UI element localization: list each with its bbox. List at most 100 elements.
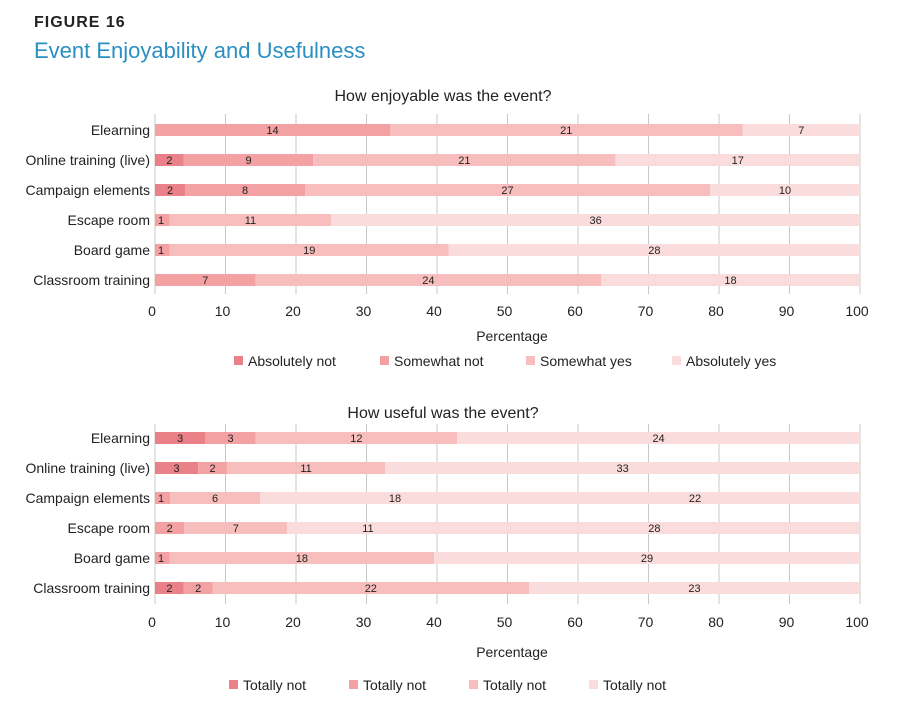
chart2-x-tick-label: 50: [497, 614, 513, 630]
chart1-data-label: 21: [458, 155, 470, 167]
chart2-bar-segment: [169, 552, 435, 564]
chart2-data-label: 2: [167, 523, 173, 535]
chart2-bar-segment: [529, 582, 860, 594]
chart2-bar-segment: [212, 582, 530, 594]
chart2-data-label: 3: [227, 433, 233, 445]
chart2-data-label: 28: [648, 523, 660, 535]
chart2-bar-segment: [205, 432, 256, 444]
chart2-bar-segment: [184, 522, 288, 534]
chart2-bar-segment: [198, 462, 227, 474]
chart1-x-tick-label: 60: [567, 303, 583, 319]
chart2-category-label: Classroom training: [33, 580, 150, 596]
chart1-data-label: 11: [245, 215, 256, 227]
chart2-x-tick-label: 100: [845, 614, 869, 630]
chart1-bar-segment: [155, 124, 390, 136]
chart1-x-tick-label: 100: [845, 303, 869, 319]
chart2-bar-segment: [255, 432, 458, 444]
chart2-legend-label: Totally not: [483, 677, 546, 693]
chart2-legend-label: Totally not: [363, 677, 426, 693]
chart1-x-tick-label: 90: [779, 303, 795, 319]
chart1-x-tick-label: 0: [148, 303, 156, 319]
chart2-x-tick-label: 30: [356, 614, 372, 630]
chart1-category-label: Board game: [74, 242, 150, 258]
chart2-data-label: 2: [166, 583, 172, 595]
chart1-data-label: 28: [648, 245, 660, 257]
chart2-category-label: Online training (live): [26, 460, 151, 476]
chart1-legend-label: Absolutely not: [248, 353, 336, 369]
chart1-legend-swatch: [380, 356, 389, 365]
chart1-bar-segment: [305, 184, 710, 196]
chart1-bar-segment: [169, 244, 449, 256]
chart1-x-tick-label: 30: [356, 303, 372, 319]
chart2-x-tick-label: 70: [638, 614, 654, 630]
chart2-x-tick-label: 60: [567, 614, 583, 630]
chart2-x-tick-label: 90: [779, 614, 795, 630]
chart2-bar-segment: [226, 462, 386, 474]
chart1-bar-segment: [448, 244, 860, 256]
chart1-data-label: 14: [266, 125, 278, 137]
chart1-data-label: 7: [202, 275, 208, 287]
chart1-bar-segment: [183, 154, 314, 166]
chart2-bar-segment: [155, 462, 199, 474]
chart2-legend-label: Totally not: [603, 677, 666, 693]
chart1-title: How enjoyable was the event?: [334, 88, 551, 105]
chart1-x-tick-label: 20: [285, 303, 301, 319]
chart1-category-label: Campaign elements: [25, 182, 150, 198]
chart2-category-label: Board game: [74, 550, 150, 566]
chart2-bar-segment: [434, 552, 860, 564]
chart2-data-label: 1: [158, 493, 164, 505]
chart1-bar-segment: [155, 274, 256, 286]
chart1-bar-segment: [155, 214, 170, 226]
chart2-legend-swatch: [589, 680, 598, 689]
chart2-bar-segment: [287, 522, 449, 534]
chart2-bar-segment: [457, 432, 860, 444]
chart1-data-label: 24: [422, 275, 434, 287]
chart2-bar-segment: [155, 552, 170, 564]
chart2-x-tick-label: 80: [708, 614, 724, 630]
chart2-title: How useful was the event?: [347, 405, 538, 422]
chart2-category-label: Escape room: [68, 520, 150, 536]
chart2-bar-segment: [155, 582, 184, 594]
chart2-data-label: 11: [300, 463, 311, 475]
chart2-legend-swatch: [229, 680, 238, 689]
chart2-x-tick-label: 20: [285, 614, 301, 630]
chart1-bar-segment: [185, 184, 305, 196]
chart1-category-label: Online training (live): [26, 152, 151, 168]
chart2-x-tick-label: 40: [426, 614, 442, 630]
chart1-x-tick-label: 40: [426, 303, 442, 319]
chart1-data-label: 2: [167, 185, 173, 197]
chart1-category-label: Escape room: [68, 212, 150, 228]
chart1-data-label: 17: [732, 155, 744, 167]
chart2-data-label: 12: [350, 433, 362, 445]
chart2-data-label: 11: [362, 523, 373, 535]
chart2-x-tick-label: 0: [148, 614, 156, 630]
chart2-data-label: 3: [174, 463, 180, 475]
chart2-data-label: 33: [616, 463, 628, 475]
chart1-x-tick-label: 70: [638, 303, 654, 319]
chart1-bar-segment: [615, 154, 860, 166]
chart1-bar-segment: [255, 274, 602, 286]
chart2-bar-segment: [170, 492, 260, 504]
chart2-data-label: 2: [195, 583, 201, 595]
chart1-data-label: 21: [560, 125, 572, 137]
chart2-bar-segment: [530, 492, 860, 504]
chart1-data-label: 36: [590, 215, 602, 227]
chart2-category-label: Elearning: [91, 430, 150, 446]
chart1-bar-segment: [390, 124, 743, 136]
chart1-data-label: 1: [158, 245, 164, 257]
chart1-legend-swatch: [672, 356, 681, 365]
chart2-data-label: 18: [389, 493, 401, 505]
chart1-bar-segment: [601, 274, 860, 286]
chart2-data-label: 18: [296, 553, 308, 565]
chart1-data-label: 10: [779, 185, 791, 197]
chart1-x-tick-label: 10: [215, 303, 231, 319]
chart1-x-tick-label: 80: [708, 303, 724, 319]
chart2-bar-segment: [155, 522, 185, 534]
chart2-data-label: 24: [652, 433, 664, 445]
chart1-bar-segment: [155, 244, 170, 256]
chart1-legend-label: Somewhat yes: [540, 353, 632, 369]
chart1-data-label: 7: [798, 125, 804, 137]
chart2-bar-segment: [155, 432, 206, 444]
chart2-x-axis-label: Percentage: [476, 644, 548, 660]
chart1-category-label: Elearning: [91, 122, 150, 138]
